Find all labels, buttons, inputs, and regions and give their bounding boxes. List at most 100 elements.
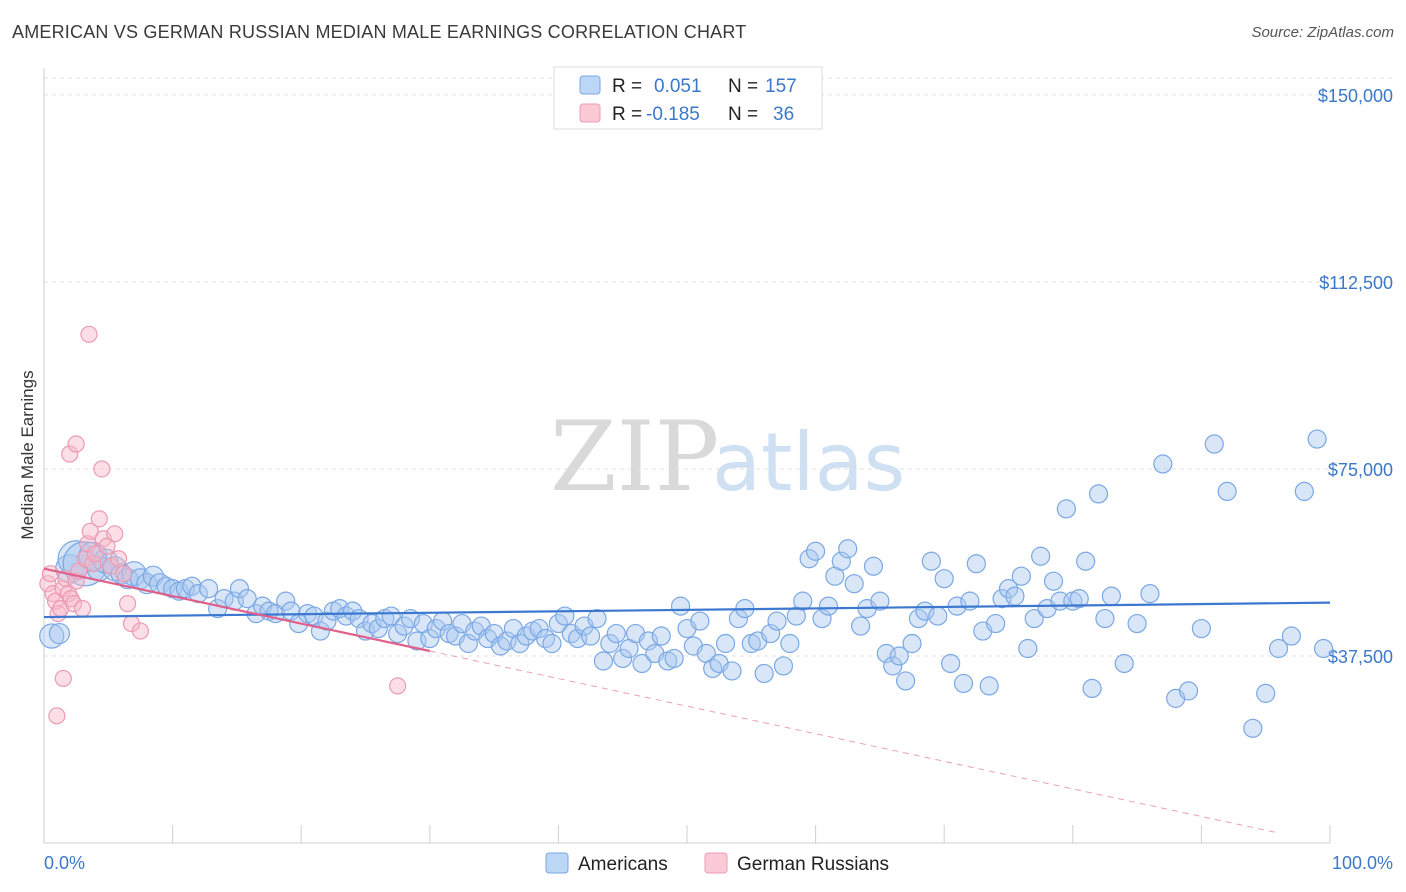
legend-n-label-german-russians: N =	[728, 104, 758, 125]
point-americans	[199, 579, 219, 599]
point-americans	[638, 631, 659, 651]
point-americans	[812, 608, 832, 629]
point-americans	[1281, 626, 1302, 646]
point-german-russians	[106, 525, 124, 543]
point-americans	[48, 622, 71, 645]
point-americans	[851, 616, 871, 636]
point-americans	[39, 623, 65, 649]
bottom-legend-swatch-americans	[545, 852, 569, 874]
point-americans	[1011, 566, 1031, 586]
point-americans	[1313, 638, 1334, 659]
point-americans	[1043, 571, 1064, 591]
point-americans	[1024, 608, 1044, 629]
point-americans	[883, 656, 903, 676]
point-americans	[229, 579, 250, 599]
point-german-russians	[73, 600, 92, 618]
point-americans	[863, 556, 884, 576]
point-americans	[182, 576, 202, 596]
point-americans	[1217, 481, 1237, 502]
point-americans	[818, 596, 839, 616]
point-americans	[237, 589, 257, 609]
point-americans	[632, 653, 652, 674]
point-americans	[1256, 683, 1276, 703]
point-german-russians	[67, 435, 85, 453]
y-tick-label: $37,500	[1328, 647, 1393, 667]
point-german-russians	[80, 325, 98, 343]
legend-n-label-americans: N =	[728, 76, 758, 97]
point-americans	[1101, 586, 1121, 606]
point-americans	[1153, 454, 1173, 474]
point-german-russians	[131, 622, 150, 640]
point-americans	[805, 541, 826, 561]
point-americans	[664, 648, 684, 669]
point-americans	[1127, 613, 1147, 634]
point-americans	[394, 616, 414, 636]
point-americans	[998, 579, 1019, 599]
point-german-russians	[39, 575, 57, 593]
point-americans	[606, 623, 626, 644]
point-americans	[1005, 586, 1025, 606]
point-americans	[703, 658, 723, 679]
point-americans	[587, 608, 607, 629]
point-americans	[966, 554, 986, 574]
point-americans	[580, 626, 601, 646]
legend-r-label-german-russians: R =	[612, 104, 642, 125]
point-americans	[381, 606, 401, 626]
point-german-russians	[93, 460, 111, 478]
point-americans	[593, 651, 614, 671]
point-americans	[1243, 718, 1263, 738]
point-german-russians	[59, 585, 78, 603]
point-americans	[889, 646, 909, 666]
chart-title: AMERICAN VS GERMAN RUSSIAN MEDIAN MALE E…	[12, 22, 747, 42]
point-americans	[979, 676, 999, 696]
point-americans	[870, 591, 890, 611]
source-credit: Source: ZipAtlas.com	[1251, 24, 1394, 41]
point-americans	[613, 648, 633, 669]
point-americans	[276, 591, 296, 611]
stats-legend: R = 0.051 N = 157 R = -0.185 N = 36	[553, 66, 823, 130]
point-americans	[1088, 484, 1109, 504]
bottom-legend-swatch-german-russians	[704, 852, 728, 874]
legend-swatch-german-russians	[579, 103, 601, 123]
point-americans	[420, 628, 440, 649]
point-americans	[986, 613, 1006, 634]
point-americans	[362, 613, 382, 634]
point-german-russians	[54, 669, 72, 688]
point-americans	[1191, 618, 1212, 639]
point-americans	[921, 551, 941, 571]
point-german-russians	[64, 595, 83, 613]
point-americans	[343, 601, 363, 621]
point-americans	[1095, 608, 1115, 629]
y-axis-label: Median Male Earnings	[18, 370, 37, 539]
y-tick-label: $150,000	[1318, 86, 1393, 106]
point-americans	[773, 656, 794, 676]
series-german-russians	[39, 325, 407, 725]
point-americans	[368, 618, 388, 639]
point-americans	[548, 613, 569, 634]
point-americans	[780, 633, 800, 654]
x-tick-labels: 0.0% 100.0%	[44, 853, 1393, 873]
point-americans	[510, 633, 530, 654]
point-americans	[715, 633, 736, 654]
trend-lines	[43, 567, 1331, 834]
x-tick-label-end: 100.0%	[1332, 853, 1393, 873]
point-americans	[1204, 434, 1224, 454]
point-german-russians	[98, 537, 116, 555]
point-german-russians	[81, 522, 99, 540]
point-americans	[690, 611, 710, 631]
point-americans	[1294, 481, 1314, 502]
point-americans	[1307, 429, 1327, 449]
point-german-russians	[389, 677, 407, 695]
point-americans	[793, 591, 813, 611]
point-americans	[1069, 589, 1089, 609]
point-german-russians	[90, 510, 108, 528]
y-tick-label: $112,500	[1319, 273, 1393, 293]
legend-n-value-americans: 157	[765, 76, 797, 97]
point-americans	[1082, 678, 1102, 699]
point-americans	[490, 636, 511, 656]
legend-r-value-americans: 0.051	[654, 76, 702, 97]
point-german-russians	[115, 565, 133, 583]
gridlines	[44, 77, 1394, 657]
point-americans	[844, 574, 864, 594]
trend-line-german-russians	[43, 567, 431, 653]
